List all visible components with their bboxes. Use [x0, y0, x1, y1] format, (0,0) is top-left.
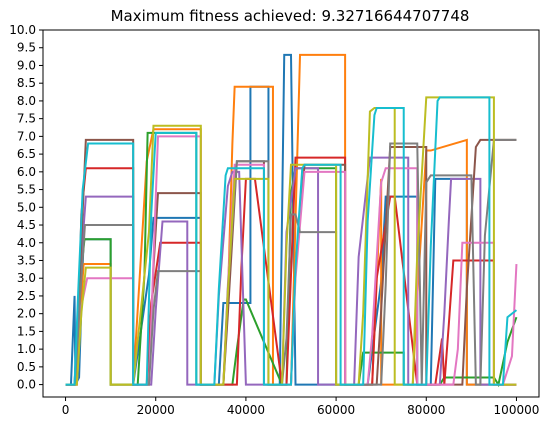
y-tick-label: 10.0: [9, 23, 36, 37]
y-tick-label: 7.0: [17, 129, 36, 143]
y-tick-label: 0.5: [17, 360, 36, 374]
y-axis: 0.0 0.5 1.0 1.5 2.0 2.5 3.0 3.5 4.0 4.5 5.0 5.5 6.0 6…: [9, 23, 43, 392]
y-tick-label: 2.0: [17, 307, 36, 321]
y-tick-label: 9.0: [17, 58, 36, 72]
series-line-8: [65, 96, 517, 386]
y-tick-label: 0.0: [17, 378, 36, 392]
x-tick-label: 20000: [137, 403, 175, 417]
series-line-7: [65, 138, 517, 386]
series-line-9: [65, 96, 518, 386]
y-tick-label: 9.5: [17, 41, 36, 55]
y-tick-label: 3.5: [17, 253, 36, 267]
plot-frame: [42, 29, 540, 398]
x-axis: 0 20000 40000 60000 80000 100000: [62, 397, 540, 417]
y-tick-label: 5.5: [17, 183, 36, 197]
y-tick-label: 6.5: [17, 147, 36, 161]
y-tick-label: 7.5: [17, 112, 36, 126]
y-tick-label: 8.5: [17, 76, 36, 90]
x-tick-label: 100000: [494, 403, 540, 417]
y-tick-label: 1.5: [17, 324, 36, 338]
x-tick-label: 80000: [407, 403, 445, 417]
x-tick-label: 60000: [317, 403, 355, 417]
x-tick-label: 0: [62, 403, 70, 417]
y-tick-label: 4.5: [17, 218, 36, 232]
y-tick-label: 1.0: [17, 342, 36, 356]
x-tick-label: 40000: [227, 403, 265, 417]
y-tick-label: 8.0: [17, 94, 36, 108]
y-tick-label: 5.0: [17, 200, 36, 214]
y-tick-label: 3.0: [17, 271, 36, 285]
y-tick-label: 2.5: [17, 289, 36, 303]
series-layer: [65, 53, 518, 388]
y-tick-label: 6.0: [17, 165, 36, 179]
y-tick-label: 4.0: [17, 236, 36, 250]
chart-title: Maximum fitness achieved: 9.327166447077…: [111, 7, 470, 25]
